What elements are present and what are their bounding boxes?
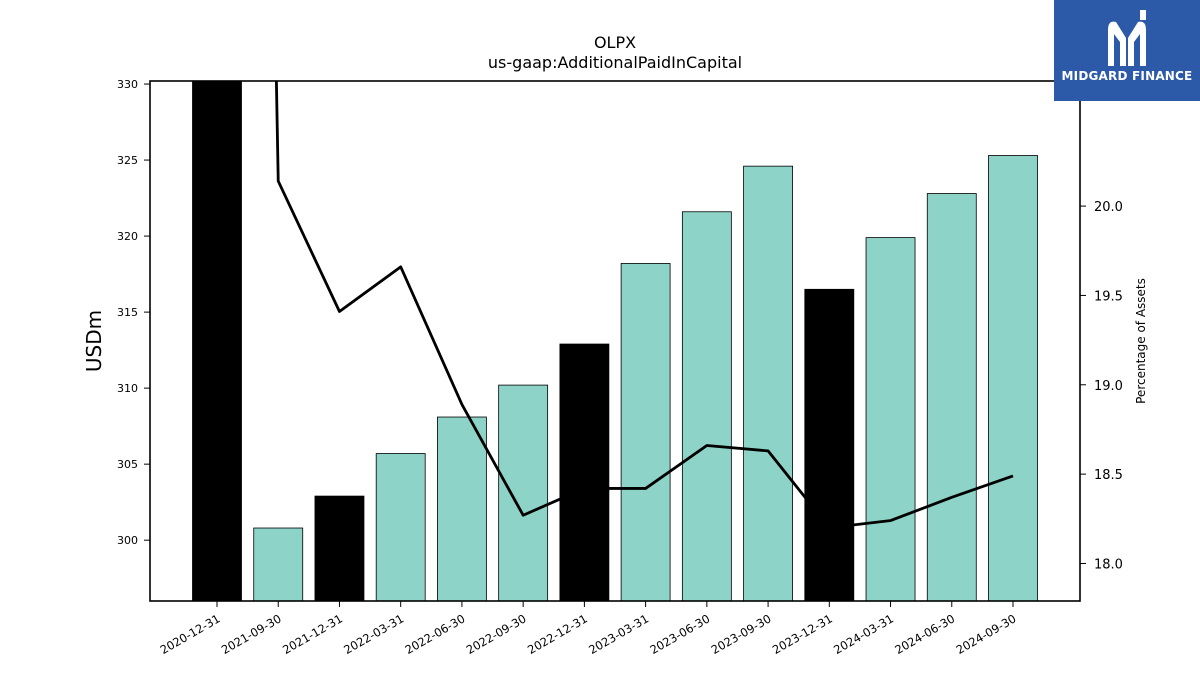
chart-subtitle: us-gaap:AdditionalPaidInCapital bbox=[488, 53, 742, 72]
y-axis-label: USDm bbox=[82, 310, 106, 372]
bar bbox=[314, 495, 365, 601]
x-tick-label: 2024-03-31 bbox=[831, 611, 896, 657]
bar bbox=[804, 288, 855, 601]
bar bbox=[437, 416, 487, 601]
y-tick-label: 300 bbox=[117, 534, 138, 547]
x-tick-label: 2022-12-31 bbox=[525, 611, 590, 657]
x-tick-label: 2022-09-30 bbox=[464, 611, 529, 657]
x-tick-label: 2021-09-30 bbox=[219, 611, 284, 657]
bar bbox=[375, 453, 426, 601]
bar bbox=[498, 384, 549, 601]
x-tick-label: 2023-09-30 bbox=[709, 611, 774, 657]
brand-name: MIDGARD FINANCE bbox=[1061, 69, 1193, 83]
brand-logo: MIDGARD FINANCE bbox=[1054, 0, 1200, 101]
x-tick-label: 2023-03-31 bbox=[586, 611, 651, 657]
midgard-logo-icon bbox=[1108, 10, 1146, 66]
x-tick-label: 2020-12-31 bbox=[158, 611, 223, 657]
y2-tick-label: 18.0 bbox=[1094, 557, 1123, 572]
y-tick-label: 320 bbox=[117, 230, 138, 243]
y-tick-label: 310 bbox=[117, 382, 138, 395]
percentage-line bbox=[274, 81, 1014, 530]
bar bbox=[926, 193, 977, 601]
y2-tick-label: 19.0 bbox=[1094, 379, 1123, 394]
y2-axis-label: Percentage of Assets bbox=[1134, 278, 1148, 404]
y2-tick-label: 19.5 bbox=[1094, 289, 1123, 304]
bar bbox=[192, 81, 242, 601]
bar bbox=[743, 165, 793, 601]
bar bbox=[865, 237, 916, 601]
y2-tick-label: 18.5 bbox=[1094, 468, 1123, 483]
bar bbox=[988, 155, 1038, 601]
y-tick-label: 315 bbox=[117, 306, 138, 319]
plot-frame bbox=[149, 80, 1081, 602]
bar bbox=[253, 527, 304, 601]
x-tick-label: 2024-06-30 bbox=[892, 611, 957, 657]
y-tick-label: 325 bbox=[117, 154, 138, 167]
chart-title: OLPX bbox=[594, 33, 636, 52]
bar bbox=[559, 343, 610, 601]
x-tick-label: 2023-12-31 bbox=[770, 611, 835, 657]
bar bbox=[620, 263, 671, 601]
x-tick-label: 2022-06-30 bbox=[403, 611, 468, 657]
x-tick-label: 2023-06-30 bbox=[647, 611, 712, 657]
bar bbox=[681, 211, 732, 601]
y-tick-label: 305 bbox=[117, 458, 138, 471]
y2-tick-label: 20.0 bbox=[1094, 200, 1123, 215]
x-tick-label: 2024-09-30 bbox=[954, 611, 1019, 657]
x-tick-label: 2021-12-31 bbox=[280, 611, 345, 657]
y-tick-label: 330 bbox=[117, 78, 138, 91]
x-tick-label: 2022-03-31 bbox=[341, 611, 406, 657]
